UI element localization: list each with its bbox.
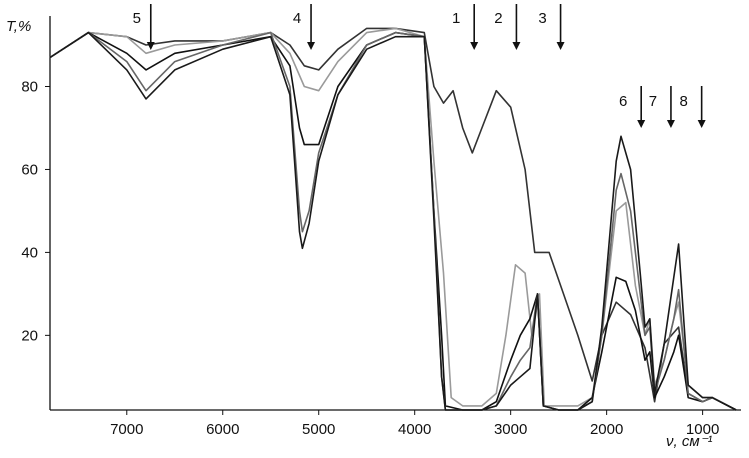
x-tick-label: 2000 bbox=[590, 421, 623, 438]
x-tick-label: 3000 bbox=[494, 421, 527, 438]
marker-label-3: 3 bbox=[538, 10, 546, 27]
series-line-3 bbox=[49, 31, 737, 411]
marker-label-6: 6 bbox=[619, 93, 627, 110]
marker-arrowhead-2 bbox=[512, 42, 521, 50]
x-tick-label: 1000 bbox=[686, 421, 719, 438]
series-line-5 bbox=[49, 31, 737, 411]
marker-arrowhead-7 bbox=[666, 120, 675, 128]
markers: 5 4 1 2 3 6 7 8 bbox=[133, 4, 706, 128]
marker-label-5: 5 bbox=[133, 10, 141, 27]
y-tick-label: 40 bbox=[21, 244, 38, 261]
x-tick-label: 4000 bbox=[398, 421, 431, 438]
axes bbox=[49, 16, 741, 411]
marker-arrowhead-8 bbox=[697, 120, 706, 128]
marker-arrowhead-6 bbox=[637, 120, 646, 128]
marker-arrowhead-3 bbox=[556, 42, 565, 50]
y-tick-label: 80 bbox=[21, 79, 38, 96]
marker-label-8: 8 bbox=[679, 93, 687, 110]
series-line-2 bbox=[49, 27, 737, 411]
y-tick-label: 20 bbox=[21, 327, 38, 344]
x-tick-label: 6000 bbox=[206, 421, 239, 438]
marker-arrowhead-1 bbox=[470, 42, 479, 50]
x-tick-label: 7000 bbox=[110, 421, 143, 438]
marker-arrowhead-4 bbox=[307, 42, 316, 50]
x-axis-title: ν, см⁻¹ bbox=[666, 433, 713, 450]
ticks: 7000 6000 5000 4000 3000 2000 1000 20 40 60 80 bbox=[21, 79, 719, 438]
marker-arrowhead-5 bbox=[146, 42, 155, 50]
series-line-4 bbox=[49, 31, 737, 411]
marker-label-4: 4 bbox=[293, 10, 301, 27]
marker-label-7: 7 bbox=[649, 93, 657, 110]
series-line-1 bbox=[49, 27, 737, 411]
x-tick-label: 5000 bbox=[302, 421, 335, 438]
series-group bbox=[49, 27, 737, 411]
y-axis-title: T,% bbox=[6, 18, 31, 35]
marker-label-2: 2 bbox=[494, 10, 502, 27]
y-tick-label: 60 bbox=[21, 161, 38, 178]
marker-label-1: 1 bbox=[452, 10, 460, 27]
